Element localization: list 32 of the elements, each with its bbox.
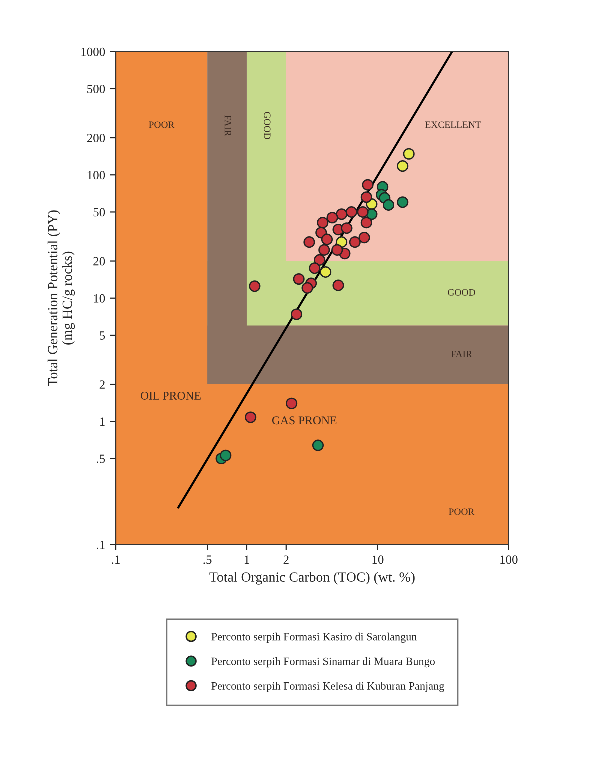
- x-tick-label: 1: [244, 556, 250, 564]
- legend-label: Perconto serpih Formasi Sinamar di Muara Bungo: [212, 658, 435, 668]
- band-label: GOOD: [264, 112, 271, 140]
- legend-label: Perconto serpih Formasi Kelesa di Kuburan Panjang: [212, 682, 444, 692]
- x-tick-label: 100: [500, 556, 518, 564]
- annotation: OIL PRONE: [141, 392, 201, 400]
- x-tick-label: 2: [284, 556, 289, 564]
- x-axis-title: Total Organic Carbon (TOC) (wt. %): [210, 572, 415, 585]
- x-tick-label: 10: [372, 556, 384, 564]
- y-tick-label: 1: [100, 418, 105, 426]
- band-label: EXCELLENT: [425, 122, 482, 128]
- y-tick-label: .5: [97, 454, 106, 464]
- y-tick-label: 500: [88, 84, 106, 94]
- y-tick-label: 100: [88, 171, 106, 180]
- annotation: GAS PRONE: [272, 416, 337, 425]
- legend-label: Perconto serpih Formasi Kasiro di Sarolangun: [212, 632, 418, 643]
- y-tick-label: 200: [87, 134, 106, 142]
- y-tick-label: 5: [100, 332, 106, 340]
- y-tick-label: .1: [97, 540, 105, 550]
- x-tick-label: .1: [112, 556, 120, 564]
- y-tick-label: 10: [94, 294, 106, 303]
- band-label: FAIR: [451, 351, 472, 358]
- y-axis-title: Total Generation Potential (PY) (mg HC/g rocks): [48, 210, 76, 387]
- y-tick-label: 1000: [82, 48, 106, 56]
- x-tick-label: .5: [204, 556, 212, 564]
- y-tick-label: 2: [100, 380, 105, 389]
- band-label: POOR: [449, 508, 475, 516]
- y-tick-label: 50: [94, 208, 106, 217]
- band-label: POOR: [149, 122, 175, 128]
- band-label: GOOD: [448, 289, 476, 296]
- y-tick-label: 20: [94, 257, 106, 266]
- band-label: FAIR: [224, 115, 232, 137]
